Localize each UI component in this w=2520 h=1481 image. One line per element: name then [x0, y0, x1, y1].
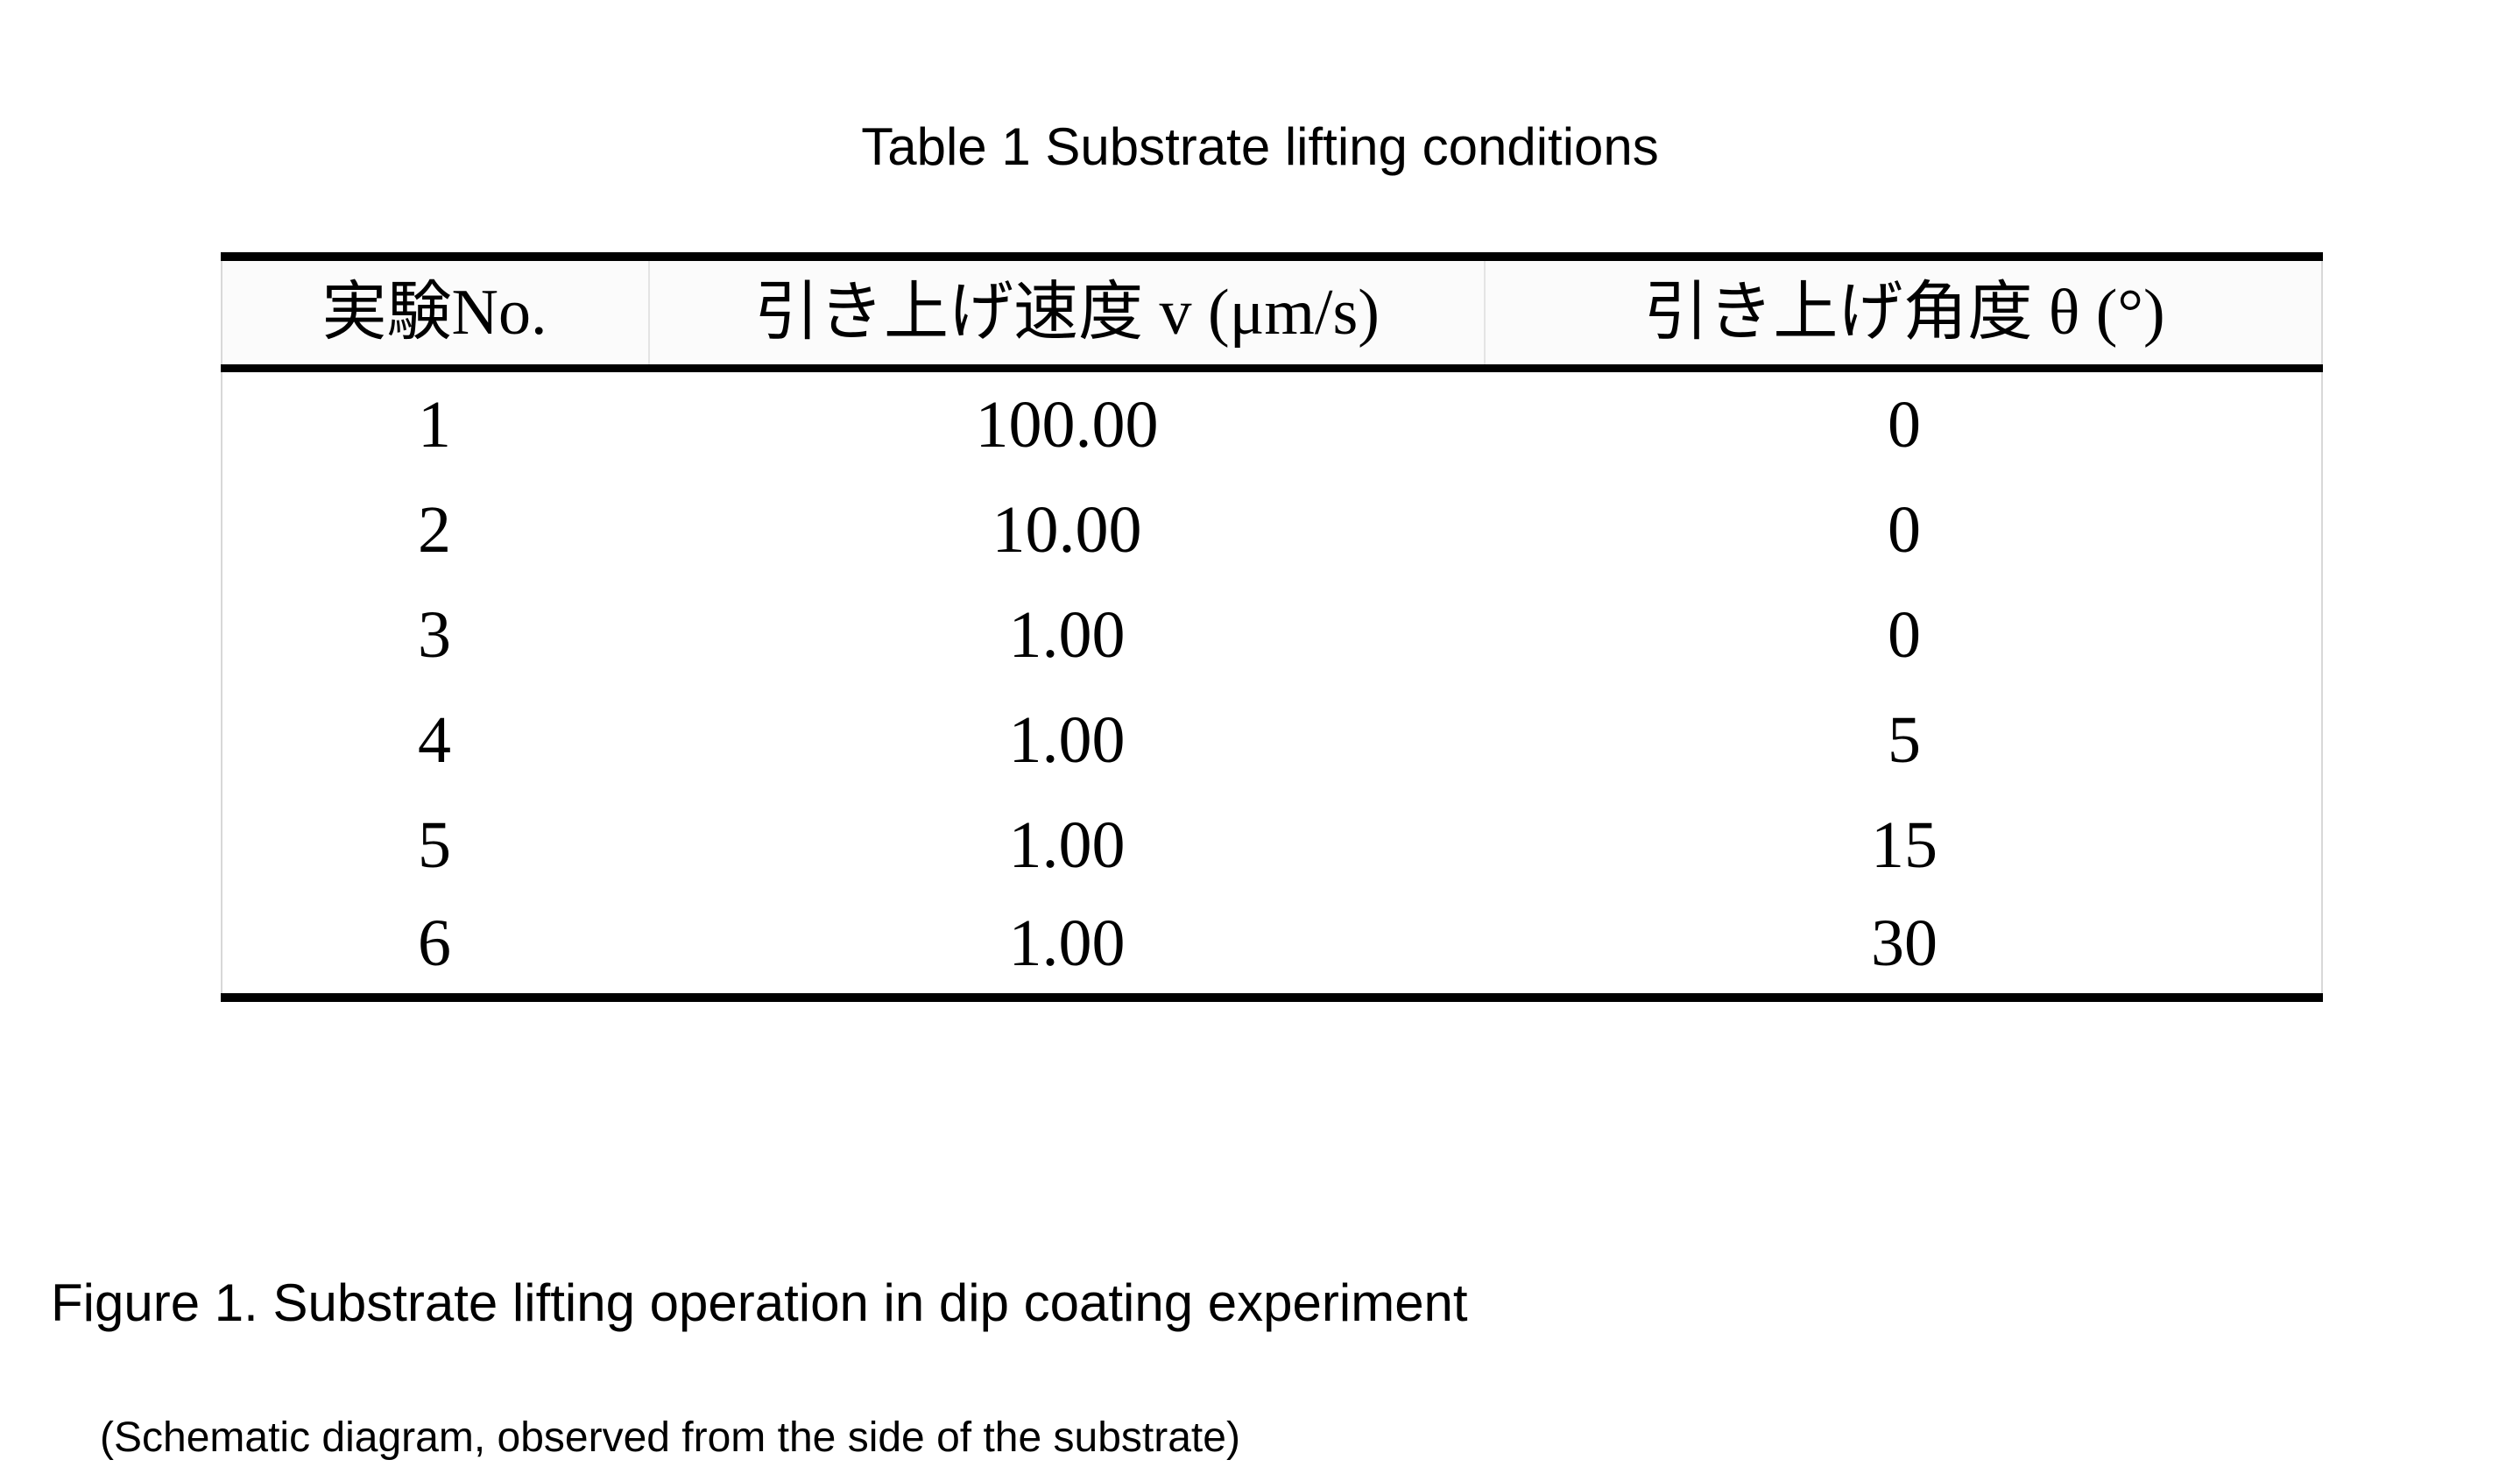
cell-lifting-angle: 5 — [1888, 703, 1921, 777]
conditions-table: 実験No. 引き上げ速度 v (μm/s) 引き上げ角度 θ (°) 1 100… — [221, 252, 2323, 1004]
table-top-rule — [221, 252, 2323, 261]
cell-experiment-no: 3 — [418, 598, 451, 672]
cell-lifting-angle: 15 — [1871, 808, 1938, 882]
column-divider — [648, 261, 650, 364]
table-side-rule — [221, 261, 222, 993]
cell-lifting-speed: 1.00 — [1008, 598, 1126, 672]
cell-experiment-no: 2 — [418, 493, 451, 567]
table-header-rule — [221, 364, 2323, 372]
cell-experiment-no: 1 — [418, 388, 451, 462]
table-row: 3 1.00 0 — [221, 582, 2323, 688]
table-caption: Table 1 Substrate lifting conditions — [861, 117, 1659, 176]
cell-lifting-angle: 0 — [1888, 493, 1921, 567]
table-header-row: 実験No. 引き上げ速度 v (μm/s) 引き上げ角度 θ (°) — [221, 261, 2323, 364]
column-divider — [1484, 261, 1486, 364]
cell-experiment-no: 5 — [418, 808, 451, 882]
header-experiment-no: 実験No. — [321, 277, 547, 349]
table-side-rule — [2321, 261, 2323, 993]
header-lifting-speed: 引き上げ速度 v (μm/s) — [754, 277, 1380, 349]
cell-lifting-speed: 1.00 — [1008, 906, 1126, 980]
figure-note: (Schematic diagram, observed from the si… — [100, 1414, 1240, 1461]
header-lifting-angle: 引き上げ角度 θ (°) — [1643, 277, 2165, 349]
cell-lifting-angle: 0 — [1888, 388, 1921, 462]
cell-experiment-no: 4 — [418, 703, 451, 777]
cell-lifting-speed: 1.00 — [1008, 808, 1126, 882]
cell-lifting-speed: 1.00 — [1008, 703, 1126, 777]
table-row: 4 1.00 5 — [221, 688, 2323, 793]
cell-lifting-angle: 30 — [1871, 906, 1938, 980]
table-row: 1 100.00 0 — [221, 372, 2323, 477]
figure-caption: Figure 1. Substrate lifting operation in… — [51, 1273, 1468, 1332]
table-row: 5 1.00 15 — [221, 793, 2323, 898]
cell-lifting-speed: 10.00 — [992, 493, 1142, 567]
table-row: 2 10.00 0 — [221, 477, 2323, 582]
cell-lifting-angle: 0 — [1888, 598, 1921, 672]
cell-experiment-no: 6 — [418, 906, 451, 980]
table-bottom-rule — [221, 993, 2323, 1002]
table-row: 6 1.00 30 — [221, 891, 2323, 996]
cell-lifting-speed: 100.00 — [975, 388, 1159, 462]
